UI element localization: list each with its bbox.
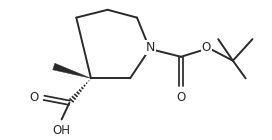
Text: N: N [146,41,155,54]
Text: O: O [202,41,211,54]
Text: O: O [30,91,39,104]
Text: O: O [177,91,186,104]
Polygon shape [53,63,91,78]
Text: OH: OH [52,124,71,137]
